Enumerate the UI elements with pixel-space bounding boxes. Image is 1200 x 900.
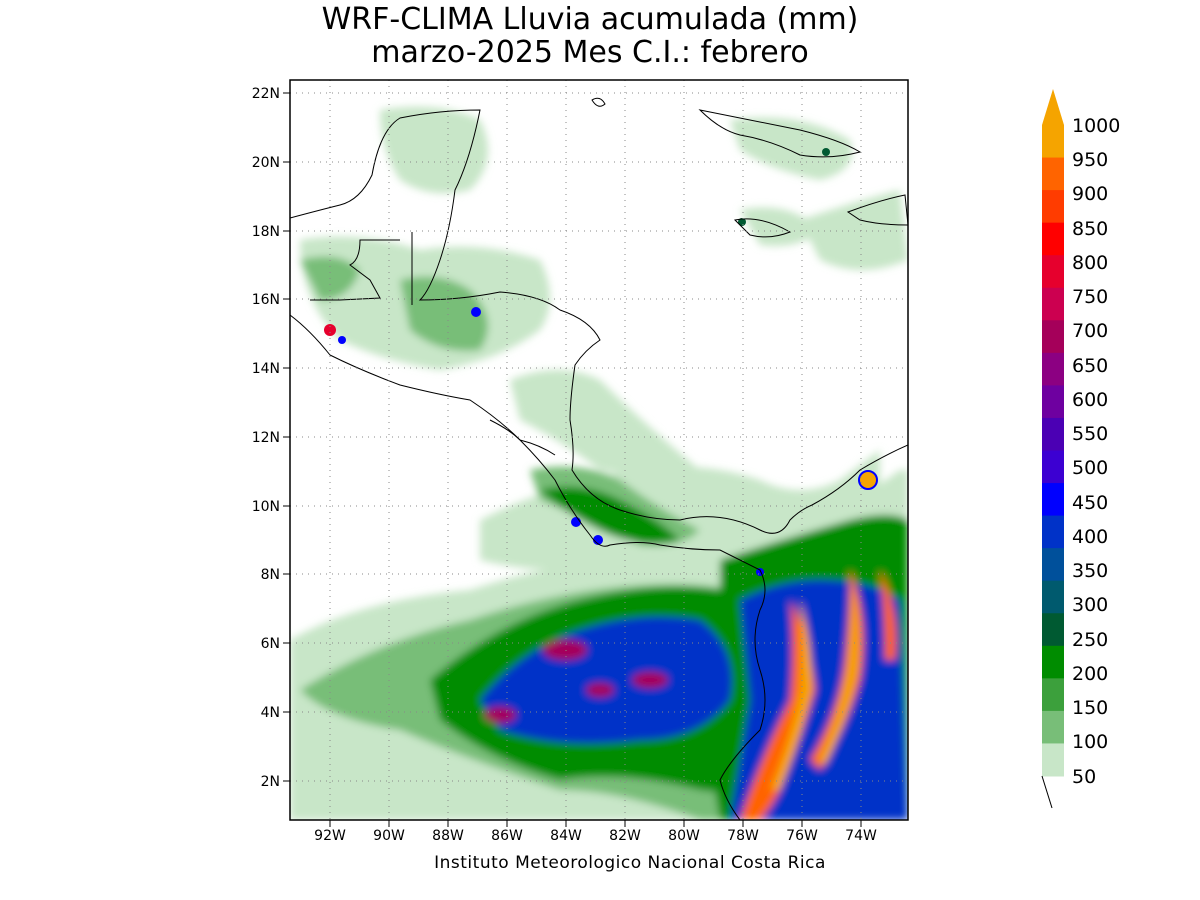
colorbar-label: 300	[1072, 594, 1109, 616]
colorbar-swatch	[1042, 157, 1064, 191]
colorbar-label: 600	[1072, 389, 1109, 411]
lat-label: 18N	[251, 224, 280, 240]
colorbar-label: 700	[1072, 320, 1109, 342]
heavy-rain-spot	[571, 517, 581, 527]
colorbar-swatch	[1042, 352, 1064, 386]
lat-label: 12N	[251, 430, 280, 446]
colorbar-swatch	[1042, 580, 1064, 614]
colorbar-lower-tick	[1041, 775, 1053, 809]
colorbar-label: 550	[1072, 423, 1109, 445]
lon-label: 74W	[845, 828, 877, 844]
colorbar-swatch	[1042, 613, 1064, 647]
colorbar-swatch	[1042, 710, 1064, 744]
colorbar-swatch	[1042, 385, 1064, 419]
lon-label: 84W	[550, 828, 582, 844]
colorbar-label: 950	[1072, 149, 1109, 171]
colorbar-swatch	[1042, 417, 1064, 451]
colorbar-swatch	[1042, 645, 1064, 679]
heavy-rain-spot	[324, 324, 336, 336]
colorbar-swatch	[1042, 255, 1064, 289]
colorbar-label: 1000	[1072, 115, 1121, 137]
colorbar-label: 500	[1072, 457, 1109, 479]
colorbar-label: 850	[1072, 218, 1109, 240]
lat-label: 4N	[260, 705, 280, 721]
colorbar-label: 750	[1072, 286, 1109, 308]
heavy-rain-spot	[858, 470, 878, 490]
lat-label: 10N	[251, 499, 280, 515]
lon-label: 82W	[609, 828, 641, 844]
colorbar-swatch	[1042, 483, 1064, 517]
graticule	[290, 80, 908, 820]
lon-label: 80W	[668, 828, 700, 844]
heavy-rain-spot	[822, 148, 830, 156]
map-title: WRF-CLIMA Lluvia acumulada (mm)	[321, 2, 859, 37]
rainfall-field	[290, 106, 908, 820]
heavy-rain-spot	[738, 218, 746, 226]
lat-label: 6N	[260, 636, 280, 652]
lat-label: 14N	[251, 361, 280, 377]
lon-label: 76W	[786, 828, 818, 844]
lat-label: 22N	[251, 86, 280, 102]
colorbar-swatch	[1042, 287, 1064, 321]
colorbar-label: 400	[1072, 526, 1109, 548]
lat-label: 8N	[260, 567, 280, 583]
colorbar-swatch	[1042, 320, 1064, 354]
colorbar-swatch	[1042, 515, 1064, 549]
colorbar-label: 800	[1072, 252, 1109, 274]
axis-ticks	[283, 92, 862, 827]
map-frame	[289, 79, 909, 821]
colorbar-swatch	[1042, 190, 1064, 224]
colorbar-label: 100	[1072, 731, 1109, 753]
colorbar-label: 650	[1072, 355, 1109, 377]
lat-label: 16N	[251, 292, 280, 308]
lon-label: 78W	[727, 828, 759, 844]
map-subtitle: marzo-2025 Mes C.I.: febrero	[371, 35, 809, 70]
colorbar-swatch	[1042, 450, 1064, 484]
colorbar-label: 50	[1072, 766, 1097, 788]
lon-label: 90W	[373, 828, 405, 844]
colorbar-swatch	[1042, 222, 1064, 256]
colorbar-swatch	[1042, 743, 1064, 777]
lon-label: 86W	[491, 828, 523, 844]
heavy-rain-spot	[471, 307, 481, 317]
colorbar-swatch	[1042, 125, 1064, 159]
colorbar-label: 900	[1072, 183, 1109, 205]
heavy-rain-spot	[593, 535, 603, 545]
heavy-rain-spot	[756, 568, 764, 576]
lon-label: 88W	[432, 828, 464, 844]
heavy-rain-spot	[338, 336, 346, 344]
credit-text: Instituto Meteorologico Nacional Costa R…	[434, 853, 826, 873]
colorbar-extend-arrow	[1042, 89, 1064, 125]
colorbar-swatch	[1042, 548, 1064, 582]
colorbar-label: 250	[1072, 629, 1109, 651]
lat-label: 2N	[260, 774, 280, 790]
colorbar-label: 150	[1072, 697, 1109, 719]
lat-label: 20N	[251, 155, 280, 171]
colorbar-label: 450	[1072, 492, 1109, 514]
lon-label: 92W	[314, 828, 346, 844]
colorbar	[1041, 89, 1064, 809]
coastlines	[290, 97, 908, 820]
colorbar-label: 350	[1072, 560, 1109, 582]
colorbar-swatch	[1042, 678, 1064, 712]
colorbar-label: 200	[1072, 663, 1109, 685]
